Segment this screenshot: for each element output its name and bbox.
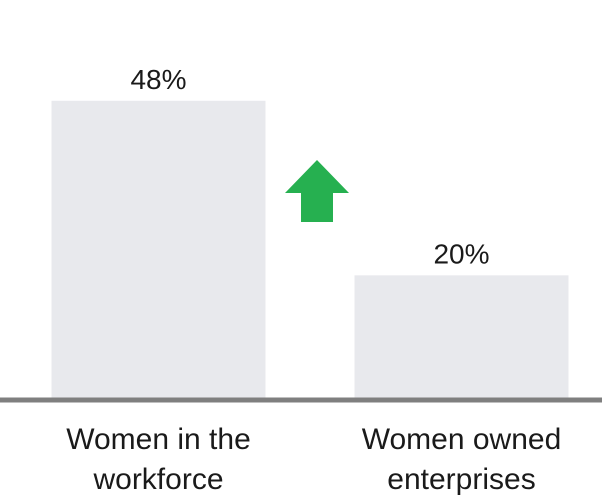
- category-label-1-line-1: Women in the: [66, 423, 251, 456]
- bar-2: [354, 275, 569, 400]
- category-labels-group: Women in the workforce Women owned enterpri…: [66, 423, 561, 496]
- up-arrow-shape: [285, 160, 349, 222]
- up-arrow-icon: [285, 160, 349, 222]
- category-label-2-line-2: enterprises: [387, 463, 535, 496]
- data-label-2: 20%: [433, 238, 489, 269]
- data-label-1: 48%: [130, 64, 186, 95]
- bar-1: [51, 100, 266, 401]
- bars-group: [51, 100, 569, 401]
- value-labels-group: 48% 20%: [130, 64, 489, 270]
- category-label-2-line-1: Women owned: [362, 423, 562, 456]
- category-label-1-line-2: workforce: [92, 463, 223, 496]
